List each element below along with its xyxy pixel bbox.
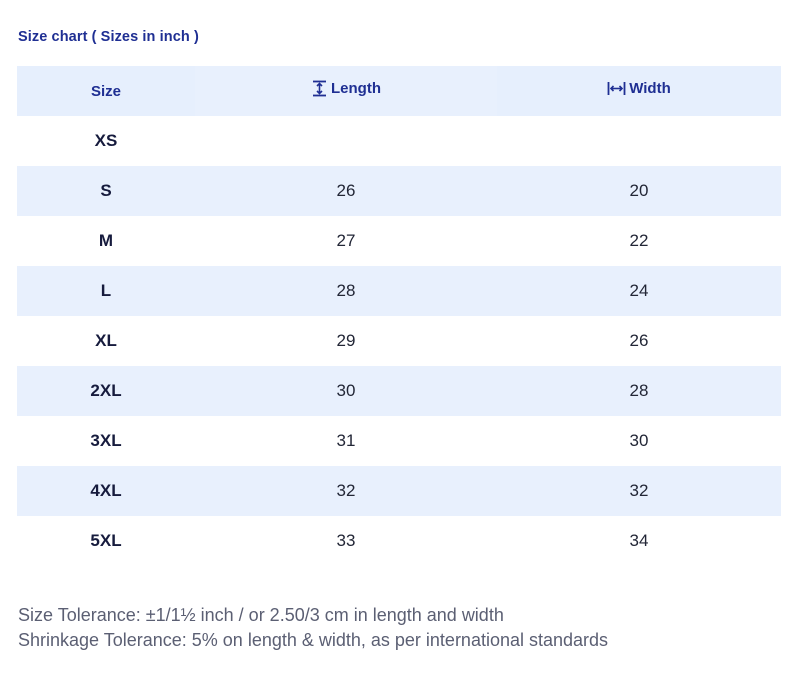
width-cell: 30 (629, 431, 649, 450)
shrinkage-tolerance-note: Shrinkage Tolerance: 5% on length & widt… (18, 630, 609, 650)
table-row: XS (17, 116, 781, 166)
size-cell: XL (95, 331, 117, 350)
length-cell: 27 (336, 231, 356, 250)
width-cell: 28 (629, 381, 649, 400)
size-cell: 4XL (90, 481, 122, 500)
size-cell: XS (94, 131, 118, 150)
length-cell: 28 (336, 281, 356, 300)
header-length: Length (195, 66, 497, 116)
size-cell: L (100, 281, 112, 300)
size-cell: 5XL (90, 531, 122, 550)
length-cell: 30 (336, 381, 356, 400)
width-cell (497, 116, 781, 166)
width-cell: 26 (629, 331, 649, 350)
length-cell: 29 (336, 331, 356, 350)
header-size: Size (17, 66, 195, 116)
width-cell: 20 (629, 181, 649, 200)
size-cell: 2XL (90, 381, 122, 400)
table-row: 5XL 33 34 (17, 516, 781, 566)
length-cell: 33 (336, 531, 356, 550)
size-chart-title: Size chart ( Sizes in inch ) (18, 29, 199, 45)
header-width-label: Width (629, 79, 671, 97)
size-cell: M (98, 231, 114, 250)
table-row: M 27 22 (17, 216, 781, 266)
header-length-label: Length (331, 79, 381, 97)
table-row: 4XL 32 32 (17, 466, 781, 516)
length-cell: 32 (336, 481, 356, 500)
table-row: 3XL 31 30 (17, 416, 781, 466)
table-header-row: Size Length (17, 66, 781, 116)
horizontal-width-arrow-icon (607, 80, 626, 97)
vertical-height-arrow-icon (311, 80, 328, 97)
size-tolerance-note: Size Tolerance: ±1/1½ inch / or 2.50/3 c… (18, 605, 504, 625)
size-cell: S (100, 181, 112, 200)
header-width: Width (497, 66, 781, 116)
width-cell: 24 (629, 281, 649, 300)
width-cell: 32 (629, 481, 649, 500)
length-cell: 31 (336, 431, 356, 450)
length-cell (195, 116, 497, 166)
size-chart-table: Size Length (17, 66, 781, 566)
size-cell: 3XL (90, 431, 122, 450)
width-cell: 22 (629, 231, 649, 250)
table-row: S 26 20 (17, 166, 781, 216)
table-row: L 28 24 (17, 266, 781, 316)
length-cell: 26 (336, 181, 356, 200)
table-row: XL 29 26 (17, 316, 781, 366)
table-row: 2XL 30 28 (17, 366, 781, 416)
tolerance-notes: Size Tolerance: ±1/1½ inch / or 2.50/3 c… (18, 603, 608, 653)
header-size-label: Size (90, 82, 121, 100)
width-cell: 34 (629, 531, 649, 550)
